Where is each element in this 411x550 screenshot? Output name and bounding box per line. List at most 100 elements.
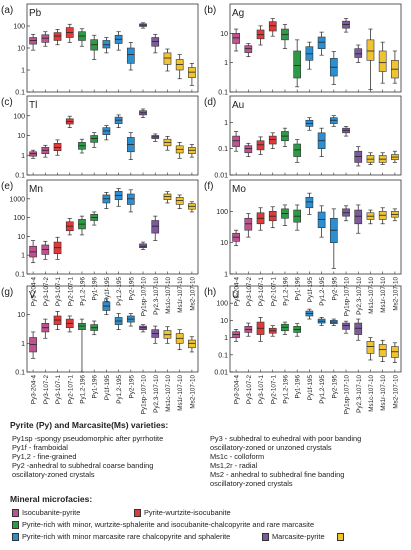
panel-g-xtick-label: Py2-107-1 — [67, 375, 74, 405]
box-13 — [378, 50, 387, 72]
panel-h-xtick-label: Ms1c-107-10 — [368, 375, 375, 412]
variety-py12: Py1,2 - fine-grained — [12, 452, 77, 461]
panel-b-frame — [229, 3, 402, 93]
panel-e-xtick-label: Py2-107-1 — [67, 277, 74, 307]
box-11 — [354, 48, 363, 58]
box-4 — [268, 135, 277, 145]
panel-g-xtick-label: Py2-195 — [128, 375, 135, 399]
variety-py3-cont: oscillatory-zoned or unzoned crystals — [210, 443, 332, 452]
microfacies-swatch-1 — [12, 509, 19, 517]
panel-d-frame — [229, 95, 402, 176]
variety-ms1c: Ms1c - colloform — [210, 452, 265, 461]
panel-e-xtick-label: Py1sp-107-10 — [141, 277, 148, 317]
panel-g-ytick-label: 10 — [17, 312, 25, 319]
panel-e-xtick-label: Py2,3-107-10 — [153, 277, 160, 315]
panel-e-xtick-label: Py1-196 — [92, 277, 99, 301]
panel-e-element: Mn — [29, 184, 43, 195]
variety-ms12r: Ms1,2r - radial — [210, 461, 258, 470]
box-11 — [354, 322, 363, 335]
panel-f-ytick-label: 1 — [224, 272, 228, 279]
panel-b-label: (b) — [204, 5, 216, 16]
box-1 — [232, 135, 240, 147]
panel-h-xtick-label: Py1,2-195 — [319, 375, 326, 404]
panel-c-element: Tl — [29, 100, 37, 111]
panel-f-ytick-label: 10 — [220, 240, 228, 247]
box-8 — [317, 211, 326, 229]
panel-f-xtick-label: Py2-107-1 — [270, 277, 277, 307]
box-11 — [354, 209, 363, 225]
panel-h-xtick-label: Py2-195 — [331, 375, 338, 399]
panel-h-ytick-label: 1 — [224, 335, 228, 342]
box-14 — [188, 339, 196, 349]
variety-py3: Py3 - subhedral to euhedral with poor ba… — [210, 434, 362, 443]
panel-c-ytick-label: 1 — [21, 153, 25, 160]
panel-f-xtick-label: Py1sp-107-10 — [344, 277, 351, 317]
panel-f-element: Mo — [232, 184, 246, 195]
panel-f-ytick-label: 100 — [216, 209, 228, 216]
panel-g-xtick-label: Py1sp-107-10 — [141, 375, 148, 415]
microfacies-label-1: Isocubanite-pyrite — [22, 508, 81, 517]
box-9 — [126, 193, 135, 205]
panel-a-frame — [26, 3, 199, 93]
panel-e-xtick-label: Py2-195 — [128, 277, 135, 301]
microfacies-swatch-5 — [262, 533, 269, 541]
variety-ms2-cont: oscillatory-zoned crystals — [210, 479, 293, 488]
panel-f-xtick-label: Py2,3-107-10 — [356, 277, 363, 315]
panel-e-xtick-label: Ms1c-107-10 — [165, 277, 172, 314]
box-2 — [244, 145, 253, 154]
microfacies-label-3: Pyrite-rich with minor, wurtzite-sphaler… — [22, 520, 315, 529]
panel-h-xtick-label: Py3-204-4 — [234, 375, 241, 405]
panel-e-ytick-label: 100 — [13, 215, 25, 222]
box-4 — [268, 21, 277, 32]
panel-b-ytick-label: 10 — [220, 31, 228, 38]
panel-a-ytick-label: 1 — [21, 68, 25, 75]
panel-b-ytick-label: 0.1 — [218, 90, 228, 97]
variety-py1sp: Py1sp -spongy pseudomorphic after pyrrho… — [12, 434, 164, 443]
box-13 — [378, 344, 387, 357]
panel-h-xtick-label: Py1-196 — [295, 375, 302, 399]
panel-h-element: U — [232, 290, 239, 301]
panel-h-xtick-label: Py2,3-107-10 — [356, 375, 363, 413]
microfacies-swatch-6 — [337, 533, 344, 541]
panel-g-label: (g) — [1, 287, 13, 298]
legend-block: Pyrite (Py) and Marcasite(Ms) varieties:… — [0, 416, 411, 550]
box-7 — [305, 197, 314, 209]
panel-g-xtick-label: Ms1r-107-10 — [177, 375, 184, 411]
variety-py1f: Py1f - framboidal — [12, 443, 68, 452]
panel-f-xtick-label: Py3-204-4 — [234, 277, 241, 307]
panel-h-ytick-label: 10 — [220, 318, 228, 325]
box-12 — [366, 341, 375, 354]
panel-h-xtick-label: Py1,2-196 — [282, 375, 289, 404]
variety-py2-cont: oscillatory-zoned crystals — [12, 470, 95, 479]
panel-f-xtick-label: Py1,2-196 — [282, 277, 289, 306]
panel-e-label: (e) — [1, 181, 13, 192]
panel-f-xtick-label: Py1,2-195 — [319, 277, 326, 306]
panel-d-element: Au — [232, 100, 244, 111]
panel-c-label: (c) — [1, 97, 13, 108]
panel-g-xtick-label: Py1-196 — [92, 375, 99, 399]
variety-py2: Py2 -anhedral to subhedral coarse bandin… — [12, 461, 154, 470]
microfacies-title: Mineral microfacies: — [10, 494, 93, 504]
panel-h-xtick-label: Py3-107-2 — [246, 375, 253, 405]
panel-e-xtick-label: Py1,2-195 — [116, 277, 123, 306]
box-10 — [342, 322, 350, 330]
panel-g-xtick-label: Py2,3-107-10 — [153, 375, 160, 413]
box-5 — [78, 322, 86, 330]
panel-c-ytick-label: 10 — [17, 133, 25, 140]
panel-e-xtick-label: Py1,2-196 — [79, 277, 86, 306]
panel-g-frame — [26, 285, 199, 373]
panel-c-frame — [26, 95, 199, 176]
microfacies-label-5: Marcasite-pyrite — [272, 532, 325, 541]
box-14 — [188, 67, 196, 78]
microfacies-swatch-4 — [12, 533, 19, 541]
microfacies-swatch-3 — [12, 521, 19, 529]
panel-f-xtick-label: Ms1r-107-10 — [380, 277, 387, 313]
microfacies-swatch-2 — [134, 509, 141, 517]
panel-h-ytick-label: 100 — [216, 301, 228, 308]
panel-e-ytick-label: 1000 — [9, 196, 25, 203]
panel-f-frame — [229, 179, 402, 275]
panel-g-xtick-label: Py1f-195 — [104, 375, 111, 401]
panel-d-ytick-label: 0.1 — [218, 146, 228, 153]
panel-d-ytick-label: 0.01 — [214, 173, 228, 180]
